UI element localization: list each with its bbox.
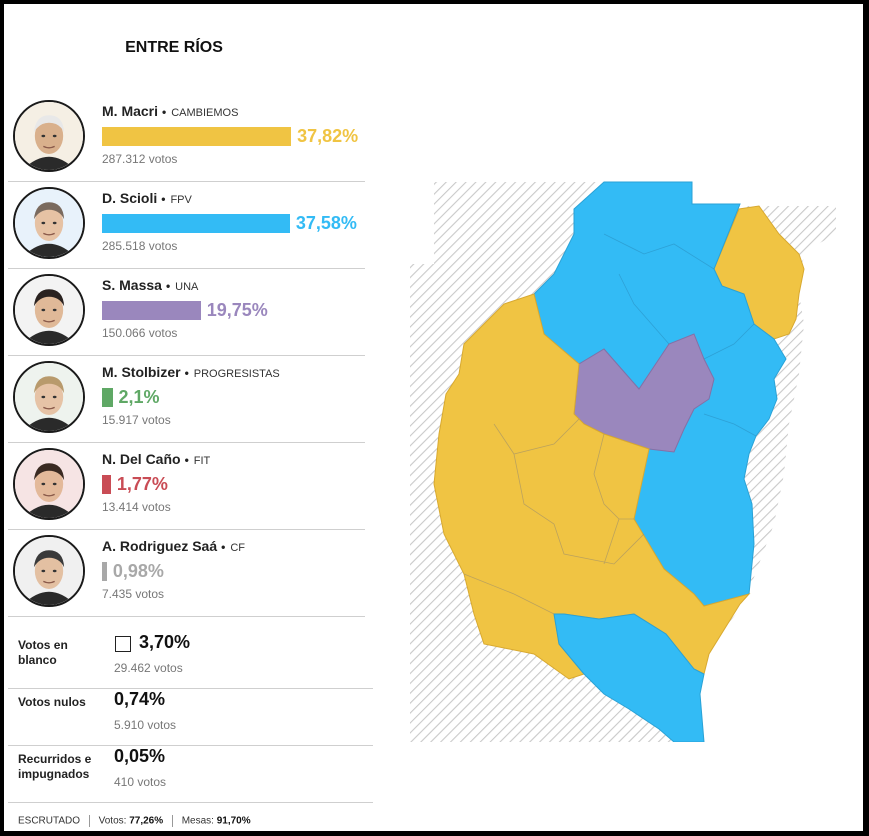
candidate-row: N. Del Caño • FIT 1,77% 13.414 votos <box>8 443 365 530</box>
candidate-percentage: 0,98% <box>112 561 164 581</box>
candidate-name-line: A. Rodriguez Saá • CF <box>102 538 246 554</box>
department-borders-blue <box>603 233 757 437</box>
candidate-name-line: N. Del Caño • FIT <box>102 451 211 467</box>
other-votes-row: Votos nulos 0,74% 5.910 votos <box>8 689 373 746</box>
other-votes-label: Recurridos e impugnados <box>18 752 92 781</box>
candidate-avatar <box>13 361 85 433</box>
candidate-row: D. Scioli • FPV 37,58% 285.518 votos <box>8 182 365 269</box>
candidate-votes: 150.066 votos <box>102 326 178 340</box>
candidate-party: UNA <box>175 281 199 293</box>
candidate-votes: 285.518 votos <box>102 239 178 253</box>
candidate-row: M. Stolbizer • PROGRESISTAS 2,1% 15.917 vo… <box>8 356 365 443</box>
candidate-avatar <box>13 535 85 607</box>
candidate-bar <box>102 127 292 146</box>
candidate-name: A. Rodriguez Saá <box>102 538 218 554</box>
candidate-name: S. Massa <box>102 277 162 293</box>
candidate-party: PROGRESISTAS <box>193 368 280 380</box>
candidate-votes: 15.917 votos <box>102 413 171 427</box>
other-votes-percentage: 0,74% <box>114 689 166 709</box>
candidate-percentage: 37,58% <box>295 213 357 233</box>
candidate-row: A. Rodriguez Saá • CF 0,98% 7.435 votos <box>8 530 365 617</box>
candidate-name: N. Del Caño <box>102 451 181 467</box>
other-votes-label: Votos en blanco <box>18 638 68 667</box>
votes-scrutinized-label: Votos: <box>98 815 127 827</box>
candidate-name-line: D. Scioli • FPV <box>102 190 192 206</box>
candidate-row: M. Macri • CAMBIEMOS 37,82% 287.312 votos <box>8 95 365 182</box>
candidate-party: CAMBIEMOS <box>171 107 239 119</box>
candidate-avatar <box>13 274 85 346</box>
candidate-row: S. Massa • UNA 19,75% 150.066 votos <box>8 269 365 356</box>
candidate-party: FIT <box>193 455 211 467</box>
results-panel: ENTRE RÍOS M. Macri • CAMBIEMOS 37,82% 287… <box>4 4 863 831</box>
dept-south-blue[interactable] <box>553 613 705 742</box>
candidate-party: FPV <box>170 194 192 206</box>
scrutiny-footer: ESCRUTADO Votos: 77,26% Mesas: 91,70% <box>18 815 251 827</box>
department-borders <box>463 418 645 615</box>
candidate-avatar <box>13 187 85 259</box>
candidate-avatar <box>13 448 85 520</box>
other-votes-count: 5.910 votos <box>114 718 177 732</box>
other-votes-percentage: 0,05% <box>114 746 166 766</box>
other-votes-row: Votos en blanco 3,70% 29.462 votos <box>8 632 373 689</box>
candidate-percentage: 1,77% <box>116 474 168 494</box>
candidate-votes: 287.312 votos <box>102 152 178 166</box>
candidate-votes: 7.435 votos <box>102 587 165 601</box>
candidate-votes: 13.414 votos <box>102 500 171 514</box>
votes-scrutinized-value: 77,26% <box>129 815 164 827</box>
candidate-bar <box>102 301 201 320</box>
other-votes-count: 410 votos <box>114 775 167 789</box>
candidate-bar <box>102 562 107 581</box>
candidate-name-line: S. Massa • UNA <box>102 277 199 293</box>
department-map <box>410 181 836 742</box>
page-title: ENTRE RÍOS <box>125 39 223 56</box>
candidate-bar <box>102 214 290 233</box>
other-votes-row: Recurridos e impugnados 0,05% 410 votos <box>8 746 373 803</box>
candidate-percentage: 19,75% <box>206 300 268 320</box>
scrutinized-label: ESCRUTADO <box>18 815 81 827</box>
candidate-name: M. Stolbizer <box>102 364 181 380</box>
candidate-party: CF <box>230 542 246 554</box>
blank-vote-box <box>115 636 131 652</box>
candidate-percentage: 2,1% <box>118 387 160 407</box>
candidate-bar <box>102 475 111 494</box>
candidate-avatar <box>13 100 85 172</box>
tables-scrutinized-label: Mesas: <box>181 815 214 827</box>
tables-scrutinized-value: 91,70% <box>216 815 251 827</box>
other-votes-percentage: 3,70% <box>139 632 191 652</box>
candidate-name-line: M. Stolbizer • PROGRESISTAS <box>102 364 280 380</box>
candidate-name: M. Macri <box>102 103 159 119</box>
candidate-bar <box>102 388 113 407</box>
other-votes-count: 29.462 votos <box>114 661 183 675</box>
candidate-name-line: M. Macri • CAMBIEMOS <box>102 103 239 119</box>
candidate-percentage: 37,82% <box>297 126 359 146</box>
other-votes-label: Votos nulos <box>18 695 86 709</box>
candidate-name: D. Scioli <box>102 190 158 206</box>
